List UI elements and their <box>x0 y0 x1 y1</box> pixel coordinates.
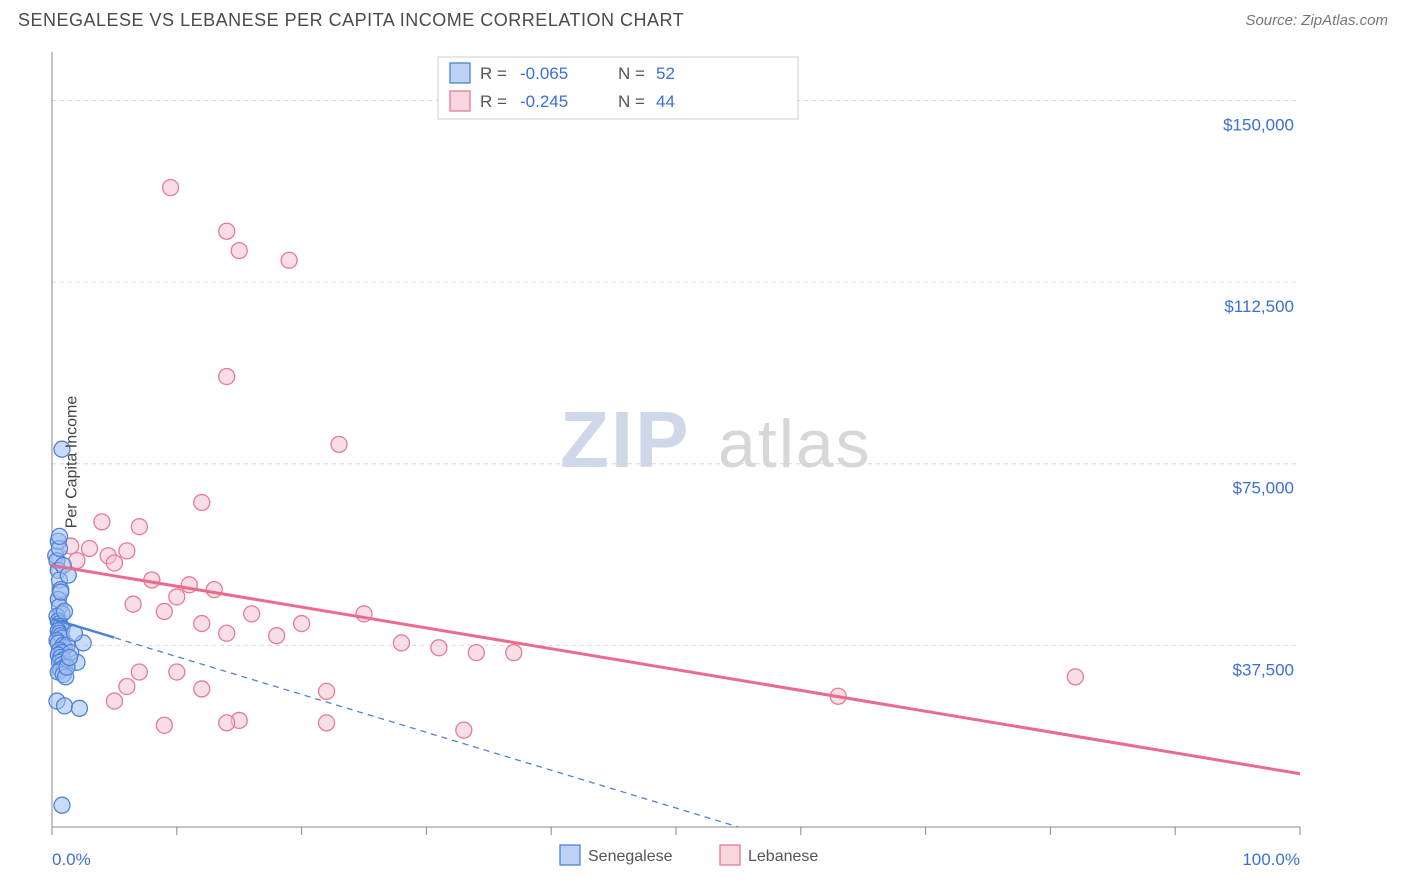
svg-text:Lebanese: Lebanese <box>748 848 818 865</box>
svg-text:N =: N = <box>618 64 645 83</box>
svg-text:$37,500: $37,500 <box>1233 660 1294 679</box>
svg-text:-0.065: -0.065 <box>520 64 568 83</box>
svg-text:atlas: atlas <box>718 406 872 482</box>
svg-text:44: 44 <box>656 92 675 111</box>
svg-text:R =: R = <box>480 92 507 111</box>
source-label: Source: ZipAtlas.com <box>1245 12 1388 29</box>
svg-text:0.0%: 0.0% <box>52 850 91 869</box>
scatter-chart: $37,500 $75,000 $112,500 $150,000 ZIP atlas 0.… <box>0 37 1406 887</box>
svg-text:$150,000: $150,000 <box>1223 115 1294 134</box>
svg-text:$75,000: $75,000 <box>1233 479 1294 498</box>
svg-text:ZIP: ZIP <box>560 395 690 484</box>
chart-container: Per Capita Income $37,500 $75,000 $112,500… <box>0 37 1406 887</box>
svg-text:100.0%: 100.0% <box>1242 850 1300 869</box>
y-axis-label: Per Capita Income <box>63 396 81 529</box>
svg-text:-0.245: -0.245 <box>520 92 568 111</box>
svg-text:52: 52 <box>656 64 675 83</box>
chart-title: SENEGALESE VS LEBANESE PER CAPITA INCOME… <box>18 10 684 31</box>
svg-text:N =: N = <box>618 92 645 111</box>
svg-text:R =: R = <box>480 64 507 83</box>
svg-text:Senegalese: Senegalese <box>588 848 673 865</box>
svg-text:$112,500: $112,500 <box>1224 297 1294 316</box>
